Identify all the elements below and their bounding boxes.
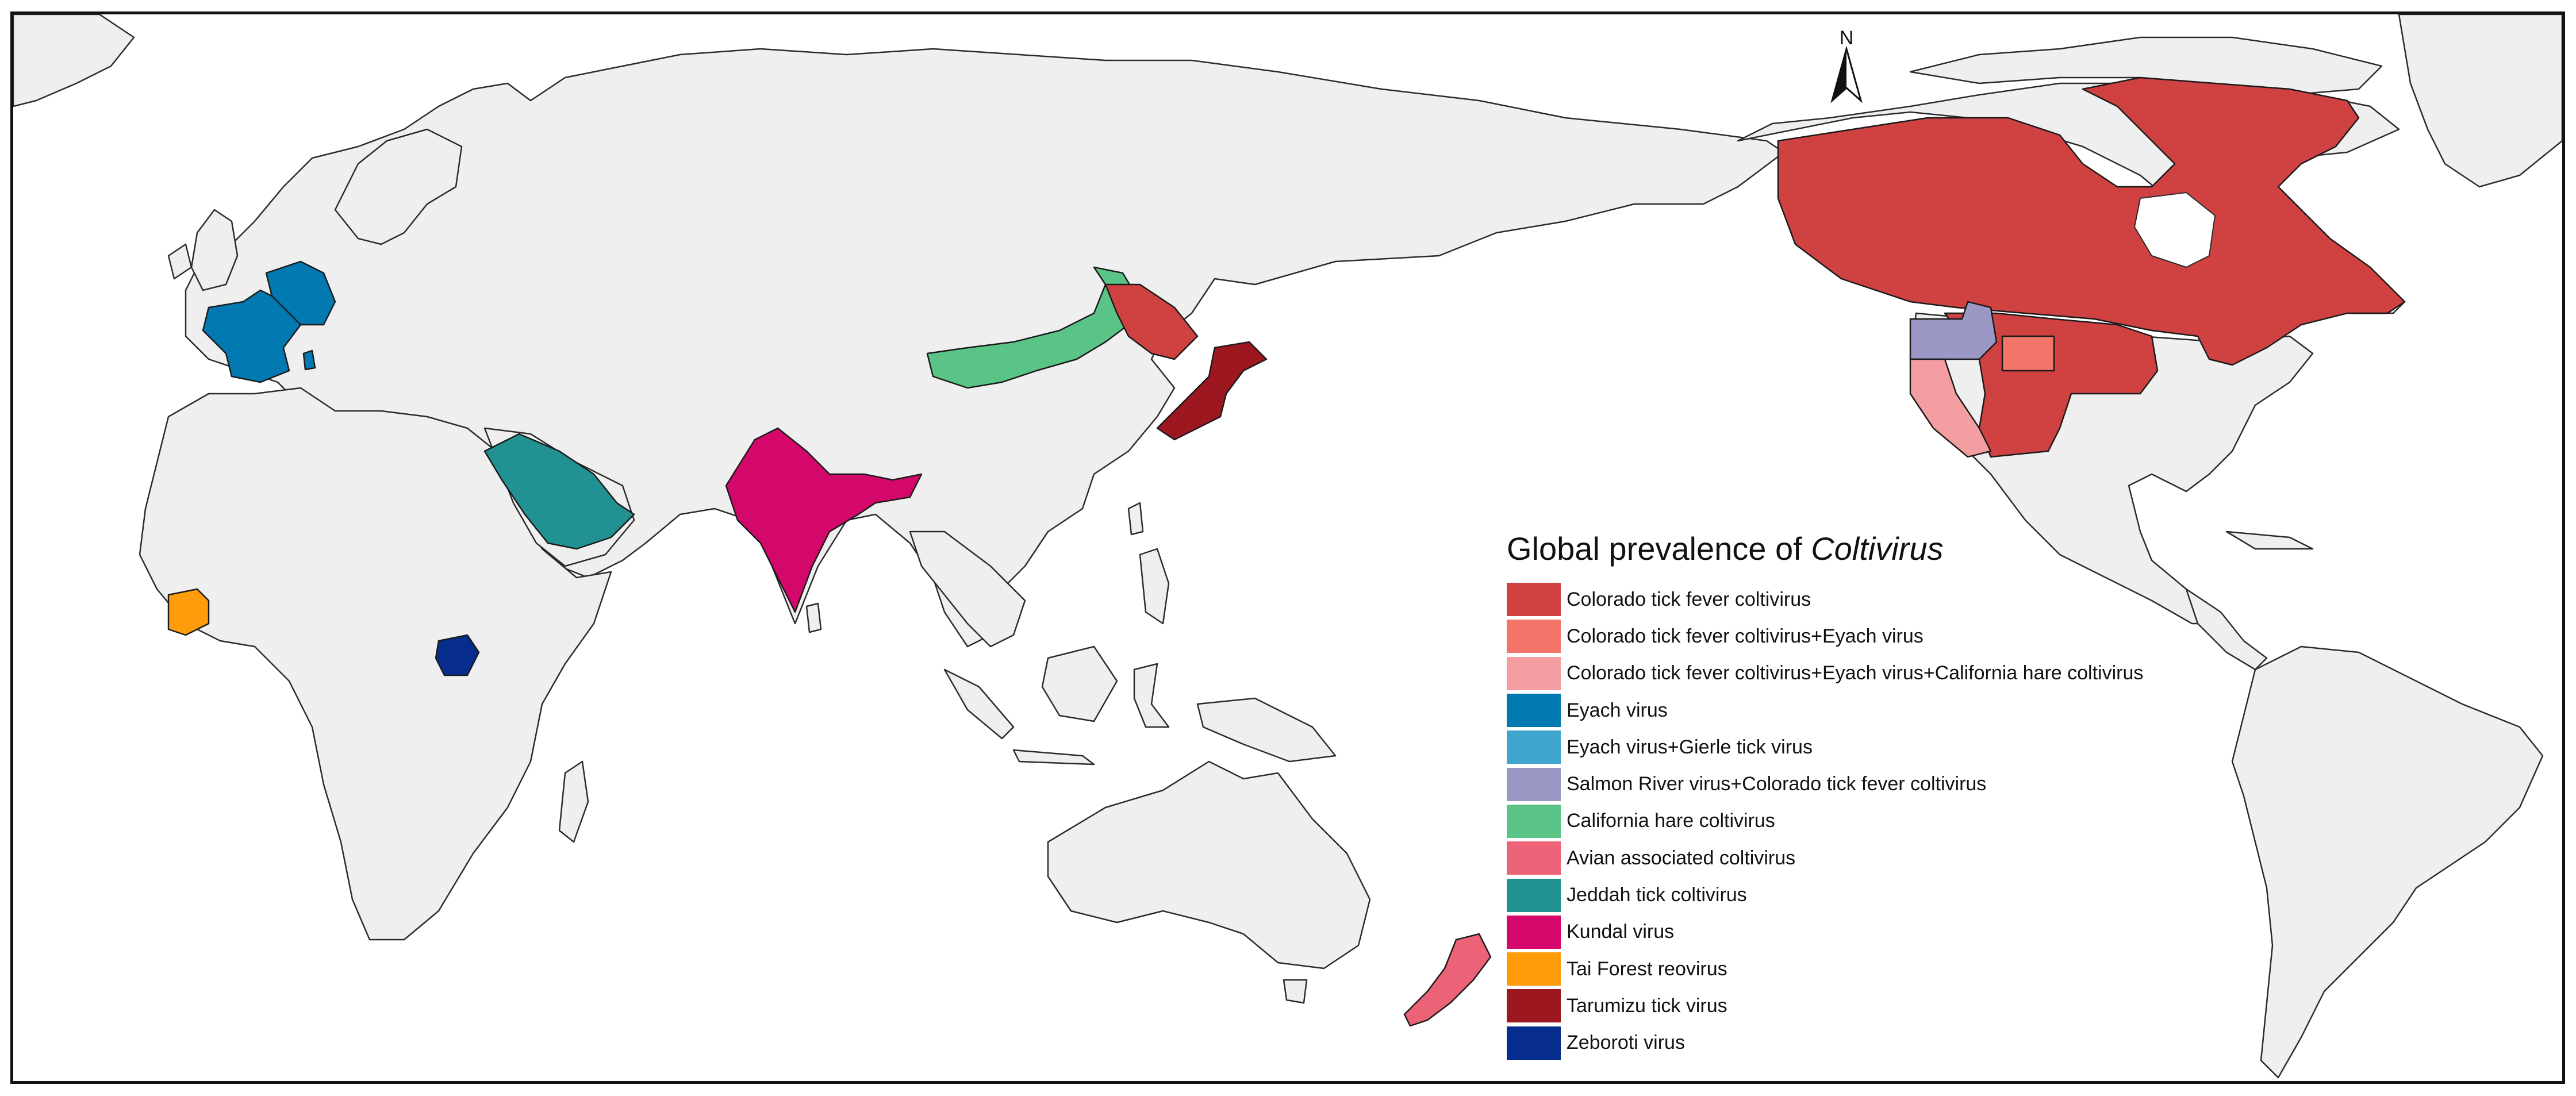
region-us-ctf (1944, 312, 2159, 458)
legend-item: Kundal virus (1507, 914, 2197, 951)
region-us-california (1909, 358, 1992, 458)
legend-swatch (1507, 730, 1561, 764)
sumatra (943, 668, 1015, 740)
legend-title: Global prevalence of Coltivirus (1507, 532, 2197, 566)
legend-title-text: Global prevalence of (1507, 530, 1811, 567)
new-guinea (1196, 697, 1337, 763)
legend-label: Jeddah tick coltivirus (1567, 884, 1747, 906)
south-america (2231, 645, 2544, 1079)
legend-rows: Colorado tick fever coltivirus Colorado t… (1507, 581, 2197, 1062)
legend-label: Colorado tick fever coltivirus (1567, 588, 1811, 610)
legend-label: Tai Forest reovirus (1567, 957, 1727, 980)
legend-item: Tarumizu tick virus (1507, 987, 2197, 1024)
scandinavia (334, 128, 463, 245)
legend-item: Salmon River virus+Colorado tick fever c… (1507, 766, 2197, 802)
region-canada (1777, 76, 2406, 366)
madagascar (558, 760, 589, 843)
philippines (1139, 548, 1170, 625)
tasmania (1283, 979, 1308, 1004)
legend-item: Jeddah tick coltivirus (1507, 876, 2197, 913)
hudson-bay (2133, 191, 2216, 268)
legend-item: Eyach virus (1507, 692, 2197, 729)
legend-swatch (1507, 1026, 1561, 1060)
legend-item: Tai Forest reovirus (1507, 951, 2197, 987)
arctic-islands (1909, 36, 2383, 96)
legend-swatch (1507, 841, 1561, 875)
legend-item: Zeboroti virus (1507, 1025, 2197, 1062)
legend-swatch (1507, 656, 1561, 690)
legend-label: Colorado tick fever coltivirus+Eyach vir… (1567, 625, 1924, 647)
legend-swatch (1507, 583, 1561, 617)
region-us-salmon-river (1909, 301, 1998, 360)
legend-item: California hare coltivirus (1507, 803, 2197, 840)
australia (1047, 760, 1371, 970)
highlighted-regions (167, 76, 2406, 1027)
legend-label: Eyach virus+Gierle tick virus (1567, 736, 1813, 758)
legend-label: Kundal virus (1567, 921, 1675, 943)
taiwan (1127, 502, 1144, 536)
ireland (167, 243, 193, 280)
world-map: N (13, 14, 2562, 1079)
borneo (1041, 645, 1118, 722)
region-uganda (435, 634, 480, 676)
legend-swatch (1507, 694, 1561, 728)
region-france (202, 289, 302, 383)
africa (139, 387, 612, 941)
legend-label: Tarumizu tick virus (1567, 994, 1727, 1017)
legend-label: Colorado tick fever coltivirus+Eyach vir… (1567, 662, 2144, 684)
legend-label: California hare coltivirus (1567, 810, 1775, 832)
north-arrow-label: N (1840, 27, 1854, 49)
region-italy-spot (302, 349, 316, 371)
region-japan (1156, 341, 1268, 441)
greenland-right (2398, 14, 2562, 188)
legend-label: Zeboroti virus (1567, 1032, 1685, 1054)
great-britain (190, 209, 239, 291)
region-heilongjiang (1104, 283, 1199, 360)
region-us-ctf-eyach (2001, 335, 2055, 372)
region-india (725, 427, 923, 613)
legend-title-italic: Coltivirus (1811, 530, 1944, 567)
region-new-zealand (1403, 933, 1492, 1027)
legend-swatch (1507, 952, 1561, 986)
legend-swatch (1507, 804, 1561, 838)
legend-swatch (1507, 878, 1561, 912)
indochina (909, 530, 1026, 648)
java (1012, 749, 1095, 766)
legend-swatch (1507, 915, 1561, 949)
legend: Global prevalence of Coltivirus Colorado… (1507, 532, 2197, 1062)
region-germany (265, 260, 336, 326)
legend-item: Avian associated coltivirus (1507, 840, 2197, 876)
region-cote-divoire (167, 588, 210, 636)
region-saudi-arabia (483, 433, 635, 550)
legend-swatch (1507, 989, 1561, 1023)
legend-item: Colorado tick fever coltivirus (1507, 581, 2197, 618)
greenland-left (13, 14, 135, 107)
legend-swatch (1507, 767, 1561, 801)
north-arrow: N (1830, 27, 1863, 103)
legend-swatch (1507, 620, 1561, 653)
sri-lanka (805, 602, 822, 633)
map-frame: N Global prevalence of Coltivirus Colora… (10, 11, 2565, 1084)
central-america (2185, 588, 2268, 671)
legend-label: Eyach virus (1567, 699, 1668, 721)
legend-item: Colorado tick fever coltivirus+Eyach vir… (1507, 655, 2197, 692)
legend-item: Eyach virus+Gierle tick virus (1507, 729, 2197, 766)
sulawesi (1133, 663, 1170, 728)
legend-item: Colorado tick fever coltivirus+Eyach vir… (1507, 618, 2197, 655)
legend-label: Avian associated coltivirus (1567, 847, 1796, 869)
cuba (2225, 530, 2314, 550)
legend-label: Salmon River virus+Colorado tick fever c… (1567, 773, 1987, 795)
